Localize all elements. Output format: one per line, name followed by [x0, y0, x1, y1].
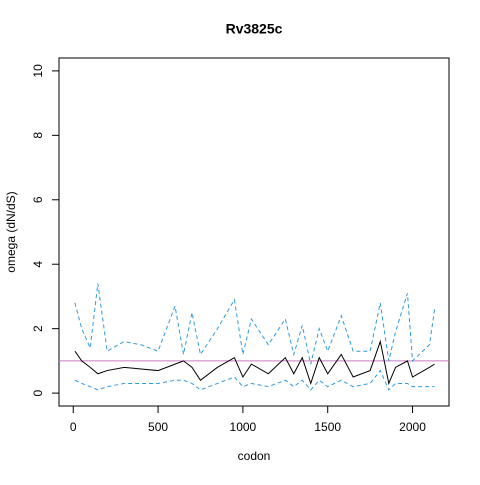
series-line — [74, 369, 435, 391]
y-tick-label: 10 — [31, 64, 45, 78]
x-axis-label: codon — [238, 449, 271, 463]
series-line — [74, 283, 436, 365]
series-line — [74, 339, 435, 386]
y-tick-label: 6 — [31, 196, 45, 203]
x-tick-label: 500 — [148, 420, 168, 434]
chart-title: Rv3825c — [226, 21, 283, 37]
x-tick-label: 2000 — [399, 420, 426, 434]
plot-box — [58, 57, 450, 407]
x-tick-label: 0 — [70, 420, 77, 434]
y-tick-label: 2 — [31, 325, 45, 332]
y-tick-label: 8 — [31, 132, 45, 139]
y-tick-label: 0 — [31, 389, 45, 396]
x-tick-label: 1000 — [230, 420, 257, 434]
y-tick-label: 4 — [31, 261, 45, 268]
x-tick-label: 1500 — [314, 420, 341, 434]
y-axis-label: omega (dN/dS) — [4, 191, 18, 272]
